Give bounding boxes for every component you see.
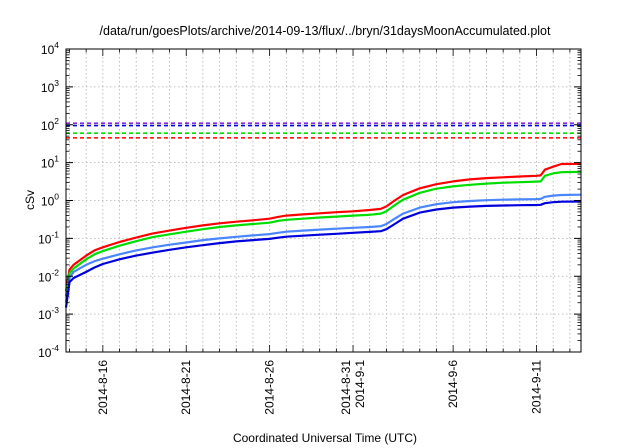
x-tick-label: 2014-8-31 <box>339 360 353 415</box>
y-ticks: 10-4 10-3 10-2 10-1 100 101 102 103 104 <box>38 40 581 360</box>
y-tick-label: 10-3 <box>38 305 59 322</box>
series-line <box>64 170 582 297</box>
y-tick-label: 10-4 <box>38 343 59 360</box>
series-line <box>64 200 582 308</box>
x-axis-label: Coordinated Universal Time (UTC) <box>233 431 417 445</box>
chart-title: /data/run/goesPlots/archive/2014-09-13/f… <box>100 24 551 38</box>
y-tick-label: 104 <box>41 40 59 57</box>
y-tick-label: 10-1 <box>38 229 59 246</box>
y-tick-label: 101 <box>41 154 59 171</box>
reference-lines <box>66 122 581 139</box>
y-tick-label: 100 <box>41 192 59 209</box>
series-line <box>64 162 582 292</box>
series-group <box>64 162 582 308</box>
series-line <box>64 193 582 303</box>
y-tick-label: 10-2 <box>38 267 59 284</box>
x-ticks: 2014-8-16 2014-8-21 2014-8-26 2014-8-31 2014… <box>69 49 571 415</box>
grid <box>66 49 581 352</box>
x-tick-label: 2014-8-16 <box>96 360 110 415</box>
x-tick-label: 2014-9-6 <box>446 360 460 408</box>
x-tick-label: 2014-8-26 <box>263 360 277 415</box>
y-tick-label: 103 <box>41 78 59 95</box>
x-tick-label: 2014-9-11 <box>530 360 544 414</box>
y-tick-label: 102 <box>41 116 59 133</box>
y-axis-label: cSv <box>23 190 37 210</box>
x-tick-label: 2014-9-1 <box>353 360 367 408</box>
x-tick-label: 2014-8-21 <box>179 360 193 415</box>
